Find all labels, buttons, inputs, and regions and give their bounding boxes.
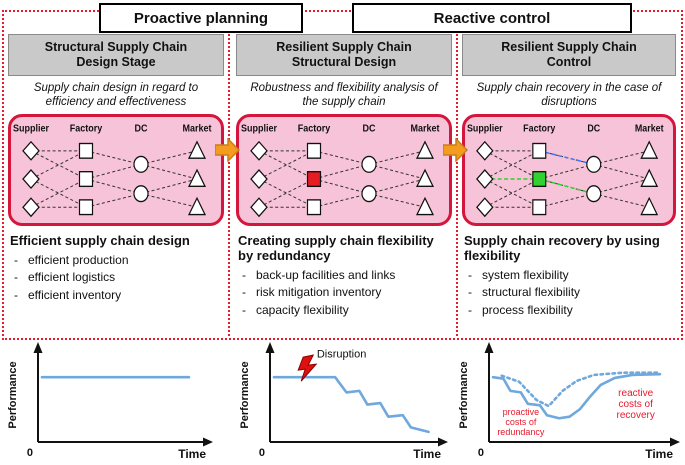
bullet-item: efficient logistics: [14, 269, 224, 286]
stage-title-text: Resilient Supply Chain Structural Design: [276, 40, 412, 69]
supply-network-diagram-recovered: Supplier Factory DC Market: [467, 123, 664, 218]
stages-frame: [2, 10, 683, 340]
supply-network-diagram-disrupted: Supplier Factory DC Market: [241, 123, 441, 218]
svg-text:DC: DC: [363, 123, 376, 135]
svg-text:Supplier: Supplier: [241, 123, 277, 135]
svg-text:0: 0: [27, 447, 33, 459]
svg-text:Supplier: Supplier: [13, 123, 49, 135]
performance-chart-disruption: Performance Time 0 Disruption: [236, 340, 451, 465]
bullet-item: structural flexibility: [468, 284, 676, 301]
performance-chart-svg: Performance Time 0 Disruption: [239, 342, 448, 461]
flow-arrow-2: [442, 137, 469, 167]
stage-title-text: Resilient Supply Chain Control: [501, 40, 637, 69]
stage-heading: Efficient supply chain design: [10, 233, 190, 248]
svg-text:Disruption: Disruption: [317, 348, 367, 360]
right-arrow-icon: [214, 137, 241, 163]
svg-text:Performance: Performance: [239, 361, 251, 428]
bullet-item: efficient production: [14, 252, 224, 269]
svg-text:Factory: Factory: [298, 123, 331, 135]
performance-chart-svg: Performance Time 0 proactive costs of redunda…: [458, 342, 680, 461]
stage-column-resilient-design: Resilient Supply Chain Structural Design…: [236, 34, 452, 319]
stage-title: Structural Supply Chain Design Stage: [8, 34, 224, 76]
svg-text:DC: DC: [135, 123, 148, 135]
stage-subtitle: Robustness and flexibility analysis of t…: [236, 78, 452, 112]
performance-chart-recovery: Performance Time 0 proactive costs of redunda…: [455, 340, 683, 465]
svg-text:0: 0: [259, 447, 265, 459]
svg-text:Time: Time: [413, 447, 441, 461]
column-divider-2: [456, 10, 458, 336]
banner-proactive-label: Proactive planning: [133, 9, 269, 27]
stage-column-resilient-control: Resilient Supply Chain Control Supply ch…: [462, 34, 676, 319]
performance-chart-svg: Performance Time 0: [7, 342, 213, 461]
supply-network-diagram: Supplier Factory DC Market: [13, 123, 213, 218]
svg-text:Market: Market: [183, 123, 213, 135]
stage-title: Resilient Supply Chain Control: [462, 34, 676, 76]
stage-column-structural-design: Structural Supply Chain Design Stage Sup…: [8, 34, 224, 304]
performance-chart-baseline: Performance Time 0: [4, 340, 216, 465]
performance-charts-row: Performance Time 0 Performance Time 0 Disrupt…: [0, 338, 685, 465]
stage-subtitle: Supply chain design in regard to efficie…: [8, 78, 224, 112]
svg-text:Performance: Performance: [7, 361, 19, 428]
bullet-item: system flexibility: [468, 267, 676, 284]
svg-text:DC: DC: [587, 123, 600, 135]
svg-text:Supplier: Supplier: [467, 123, 503, 135]
svg-text:Factory: Factory: [70, 123, 103, 135]
stage-subtitle-text: Supply chain recovery in the case of dis…: [476, 81, 662, 108]
right-arrow-icon: [442, 137, 469, 163]
bullet-item: risk mitigation inventory: [242, 284, 452, 301]
svg-text:Performance: Performance: [458, 361, 470, 428]
bullet-item: efficient inventory: [14, 287, 224, 304]
banner-reactive-control: Reactive control: [352, 3, 632, 33]
banner-reactive-label: Reactive control: [433, 9, 551, 27]
svg-text:0: 0: [478, 447, 484, 459]
svg-text:Time: Time: [645, 447, 673, 461]
bullet-item: capacity flexibility: [242, 302, 452, 319]
stage-subtitle-text: Supply chain design in regard to efficie…: [33, 81, 199, 108]
supply-network-box: Supplier Factory DC Market: [462, 114, 676, 226]
svg-text:Factory: Factory: [523, 123, 556, 135]
stage-heading: Creating supply chain flexibility by red…: [238, 233, 434, 263]
stage-subtitle: Supply chain recovery in the case of dis…: [462, 78, 676, 112]
banner-proactive-planning: Proactive planning: [99, 3, 303, 33]
column-divider-1: [228, 10, 230, 336]
supply-network-box: Supplier Factory DC Market: [236, 114, 452, 226]
stage-subtitle-text: Robustness and flexibility analysis of t…: [250, 81, 438, 108]
supply-network-box: Supplier Factory DC Market: [8, 114, 224, 226]
svg-text:Market: Market: [411, 123, 441, 135]
svg-text:Market: Market: [635, 123, 664, 135]
stage-bullet-list: efficient production efficient logistics…: [14, 252, 224, 304]
flow-arrow-1: [214, 137, 241, 167]
stage-bullet-list: system flexibility structural flexibilit…: [468, 267, 676, 319]
stage-title: Resilient Supply Chain Structural Design: [236, 34, 452, 76]
stage-title-text: Structural Supply Chain Design Stage: [44, 40, 188, 69]
stage-bullet-list: back-up facilities and links risk mitiga…: [242, 267, 452, 319]
bullet-item: back-up facilities and links: [242, 267, 452, 284]
stage-heading: Supply chain recovery by using flexibili…: [464, 233, 660, 263]
bullet-item: process flexibility: [468, 302, 676, 319]
svg-text:Time: Time: [178, 447, 206, 461]
